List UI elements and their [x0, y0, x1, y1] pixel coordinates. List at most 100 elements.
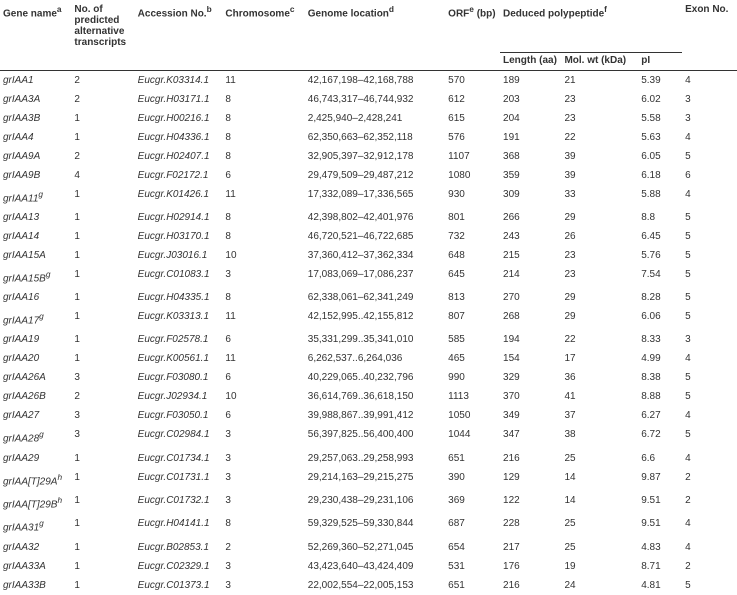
- cell-chrom: 8: [222, 227, 304, 246]
- cell-gene: grIAA20: [0, 349, 71, 368]
- cell-exon: 4: [682, 406, 737, 425]
- cell-len: 189: [500, 70, 561, 90]
- cell-gene: grIAA26A: [0, 368, 71, 387]
- cell-gene: grIAA19: [0, 330, 71, 349]
- cell-len: 349: [500, 406, 561, 425]
- cell-pi: 6.18: [638, 166, 682, 185]
- cell-mw: 23: [561, 109, 638, 128]
- cell-chrom: 10: [222, 387, 304, 406]
- cell-chrom: 11: [222, 349, 304, 368]
- cell-gene: grIAA33B: [0, 576, 71, 595]
- cell-accession: Eucgr.H03170.1: [135, 227, 223, 246]
- cell-genloc: 40,229,065..40,232,796: [305, 368, 445, 387]
- cell-gene: grIAA11g: [0, 185, 71, 208]
- cell-accession: Eucgr.C01083.1: [135, 265, 223, 288]
- cell-chrom: 11: [222, 307, 304, 330]
- table-row: grIAA291Eucgr.C01734.1329,257,063..29,25…: [0, 449, 737, 468]
- cell-ntrans: 1: [71, 128, 134, 147]
- cell-ntrans: 1: [71, 227, 134, 246]
- cell-ntrans: 1: [71, 449, 134, 468]
- cell-len: 204: [500, 109, 561, 128]
- cell-len: 347: [500, 425, 561, 448]
- cell-chrom: 11: [222, 70, 304, 90]
- table-row: grIAA3B1Eucgr.H00216.182,425,940–2,428,2…: [0, 109, 737, 128]
- cell-pi: 6.27: [638, 406, 682, 425]
- table-row: grIAA201Eucgr.K00561.1116,262,537..6,264…: [0, 349, 737, 368]
- table-row: grIAA9A2Eucgr.H02407.1832,905,397–32,912…: [0, 147, 737, 166]
- cell-accession: Eucgr.C01732.1: [135, 491, 223, 514]
- cell-pi: 8.71: [638, 557, 682, 576]
- cell-gene: grIAA1: [0, 70, 71, 90]
- cell-len: 154: [500, 349, 561, 368]
- cell-orf: 615: [445, 109, 500, 128]
- cell-chrom: 8: [222, 109, 304, 128]
- cell-pi: 4.81: [638, 576, 682, 595]
- cell-genloc: 43,423,640–43,424,409: [305, 557, 445, 576]
- cell-ntrans: 1: [71, 349, 134, 368]
- cell-orf: 654: [445, 538, 500, 557]
- cell-orf: 645: [445, 265, 500, 288]
- cell-accession: Eucgr.J03016.1: [135, 246, 223, 265]
- table-header: Gene namea No. of predicted alternative …: [0, 0, 737, 70]
- cell-mw: 36: [561, 368, 638, 387]
- cell-orf: 651: [445, 449, 500, 468]
- cell-orf: 1113: [445, 387, 500, 406]
- cell-gene: grIAA[T]29Bh: [0, 491, 71, 514]
- cell-orf: 1050: [445, 406, 500, 425]
- cell-chrom: 8: [222, 128, 304, 147]
- table-row: grIAA321Eucgr.B02853.1252,269,360–52,271…: [0, 538, 737, 557]
- table-row: grIAA15Bg1Eucgr.C01083.1317,083,069–17,0…: [0, 265, 737, 288]
- cell-len: 270: [500, 288, 561, 307]
- table-row: grIAA191Eucgr.F02578.1635,331,299..35,34…: [0, 330, 737, 349]
- cell-orf: 807: [445, 307, 500, 330]
- cell-len: 368: [500, 147, 561, 166]
- cell-chrom: 10: [222, 246, 304, 265]
- col-ntrans: No. of predicted alternative transcripts: [71, 0, 134, 52]
- cell-chrom: 3: [222, 576, 304, 595]
- cell-pi: 9.51: [638, 491, 682, 514]
- table-row: grIAA9B4Eucgr.F02172.1629,479,509–29,487…: [0, 166, 737, 185]
- cell-gene: grIAA15A: [0, 246, 71, 265]
- cell-exon: 6: [682, 166, 737, 185]
- cell-orf: 990: [445, 368, 500, 387]
- cell-exon: 5: [682, 307, 737, 330]
- cell-orf: 930: [445, 185, 500, 208]
- cell-len: 203: [500, 90, 561, 109]
- cell-accession: Eucgr.H02407.1: [135, 147, 223, 166]
- cell-chrom: 6: [222, 330, 304, 349]
- cell-exon: 5: [682, 576, 737, 595]
- cell-len: 370: [500, 387, 561, 406]
- cell-gene: grIAA9A: [0, 147, 71, 166]
- col-gene-name: Gene namea: [0, 0, 71, 52]
- cell-pi: 4.99: [638, 349, 682, 368]
- cell-mw: 19: [561, 557, 638, 576]
- cell-chrom: 3: [222, 425, 304, 448]
- cell-exon: 4: [682, 538, 737, 557]
- cell-accession: Eucgr.H04141.1: [135, 514, 223, 537]
- cell-ntrans: 1: [71, 468, 134, 491]
- table-row: grIAA[T]29Bh1Eucgr.C01732.1329,230,438–2…: [0, 491, 737, 514]
- cell-mw: 23: [561, 246, 638, 265]
- cell-exon: 3: [682, 90, 737, 109]
- cell-ntrans: 1: [71, 246, 134, 265]
- cell-mw: 37: [561, 406, 638, 425]
- cell-orf: 1044: [445, 425, 500, 448]
- cell-chrom: 8: [222, 90, 304, 109]
- cell-ntrans: 1: [71, 288, 134, 307]
- cell-len: 243: [500, 227, 561, 246]
- table-row: grIAA273Eucgr.F03050.1639,988,867..39,99…: [0, 406, 737, 425]
- cell-ntrans: 3: [71, 406, 134, 425]
- cell-orf: 687: [445, 514, 500, 537]
- cell-gene: grIAA33A: [0, 557, 71, 576]
- table-row: grIAA141Eucgr.H03170.1846,720,521–46,722…: [0, 227, 737, 246]
- cell-mw: 25: [561, 538, 638, 557]
- cell-len: 214: [500, 265, 561, 288]
- table-row: grIAA41Eucgr.H04336.1862,350,663–62,352,…: [0, 128, 737, 147]
- cell-gene: grIAA[T]29Ah: [0, 468, 71, 491]
- cell-orf: 531: [445, 557, 500, 576]
- cell-genloc: 37,360,412–37,362,334: [305, 246, 445, 265]
- cell-len: 228: [500, 514, 561, 537]
- cell-accession: Eucgr.F02172.1: [135, 166, 223, 185]
- sup-c: c: [290, 4, 295, 14]
- col-orf: ORFe (bp): [445, 0, 500, 52]
